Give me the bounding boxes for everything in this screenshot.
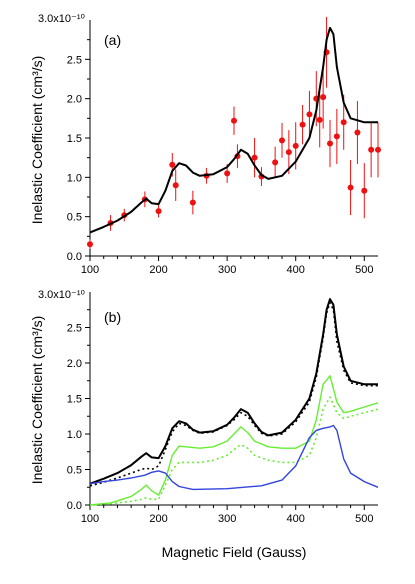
panel-a-y-tick-label: 2.0 [67, 94, 82, 106]
panel-a-y-ticks: 0.0 0.5 1.0 1.5 2.0 2.5 [67, 39, 90, 263]
panel-a-x-ticks: 100 200 300 400 500 [81, 256, 373, 276]
panel-b-series-line-4 [89, 424, 379, 491]
panel-a-y-tick-label: 0.0 [67, 251, 82, 263]
panel-b-series-line-2 [89, 375, 379, 506]
panel-b-x-axis-label: Magnetic Field (Gauss) [162, 544, 307, 560]
panel-b-y-tick-label: 2.0 [67, 358, 82, 370]
panel-a-plot-area [87, 16, 381, 249]
panel-b-y-axis-label: Inelastic Coefficient (cm³/s) [29, 316, 45, 485]
panel-b-x-tick-label: 400 [287, 513, 305, 525]
panel-a-data-point [299, 121, 306, 128]
panel-a-data-point [292, 142, 299, 149]
panel-a-x-tick-label: 100 [81, 264, 99, 276]
panel-b-y-tick-label: 2.5 [67, 323, 82, 335]
panel-b-y-tick-label: 0.5 [67, 465, 82, 477]
panel-a-data-point [306, 111, 313, 118]
panel-a-data-point [327, 140, 333, 147]
panel-a-x-tick-label: 300 [218, 264, 236, 276]
panel-a-x-tick-label: 500 [355, 264, 373, 276]
panel-a-series-line-1 [89, 26, 378, 234]
panel-a-data-point [316, 116, 323, 123]
panel-a-data-point [224, 170, 231, 177]
panel-a: 100 200 300 400 500 0.0 0.5 1.0 1.5 2.0 2.5 3.0x1… [29, 13, 381, 276]
panel-a-data-point [375, 146, 381, 153]
panel-a-data-point [320, 94, 327, 101]
panel-a-y-tick-label: 1.0 [67, 172, 82, 184]
panel-a-data-point [354, 129, 361, 136]
panel-a-data-point [347, 184, 354, 191]
panel-b-y-ticks: 0.0 0.5 1.0 1.5 2.0 2.5 [67, 309, 90, 512]
panel-a-data-point [172, 182, 179, 189]
panel-b-y-tick-label: 0.0 [67, 500, 82, 512]
panel-a-y-tick-label: 2.5 [67, 54, 82, 66]
panel-a-data-point [361, 187, 368, 194]
panel-b-x-tick-label: 500 [355, 513, 373, 525]
panel-a-data-point [87, 241, 93, 248]
panel-a-y-tick-label: 0.5 [67, 212, 82, 224]
panel-a-data-point [340, 119, 347, 126]
panel-b-label: (b) [104, 309, 121, 325]
panel-a-y-axis-label: Inelastic Coefficient (cm³/s) [29, 56, 45, 225]
panel-a-label: (a) [104, 32, 121, 48]
panel-b-x-ticks: 100 200 300 400 500 [81, 505, 373, 525]
panel-a-data-point [285, 149, 292, 156]
panel-a-x-tick-label: 400 [287, 264, 305, 276]
panel-b-plot-area [89, 298, 379, 506]
panel-a-data-point [368, 146, 375, 153]
panel-a-data-point [231, 117, 237, 124]
panel-a-data-point [251, 154, 258, 161]
panel-b-series-line-3 [89, 396, 379, 506]
panel-a-data-point [272, 159, 279, 166]
panel-b-y-scale-label: 3.0x10⁻¹⁰ [38, 289, 85, 301]
panel-b-series-line-0 [89, 298, 378, 485]
panel-a-data-point [189, 199, 196, 206]
panel-b-x-tick-label: 300 [218, 513, 236, 525]
panel-b-y-tick-label: 1.5 [67, 394, 82, 406]
panel-a-data-point [169, 161, 176, 168]
panel-a-y-scale-label: 3.0x10⁻¹⁰ [38, 13, 85, 25]
panel-a-data-point [279, 137, 285, 144]
panel-a-data-point [333, 133, 340, 140]
panel-b-x-tick-label: 100 [81, 513, 99, 525]
panel-b: 100 200 300 400 500 0.0 0.5 1.0 1.5 2.0 2.5 3.0x1… [29, 289, 379, 560]
panel-b-y-tick-label: 1.0 [67, 429, 82, 441]
panel-b-x-tick-label: 200 [149, 513, 167, 525]
panel-a-data-point [155, 208, 162, 215]
panel-a-x-tick-label: 200 [149, 264, 167, 276]
panel-a-y-tick-label: 1.5 [67, 133, 82, 145]
